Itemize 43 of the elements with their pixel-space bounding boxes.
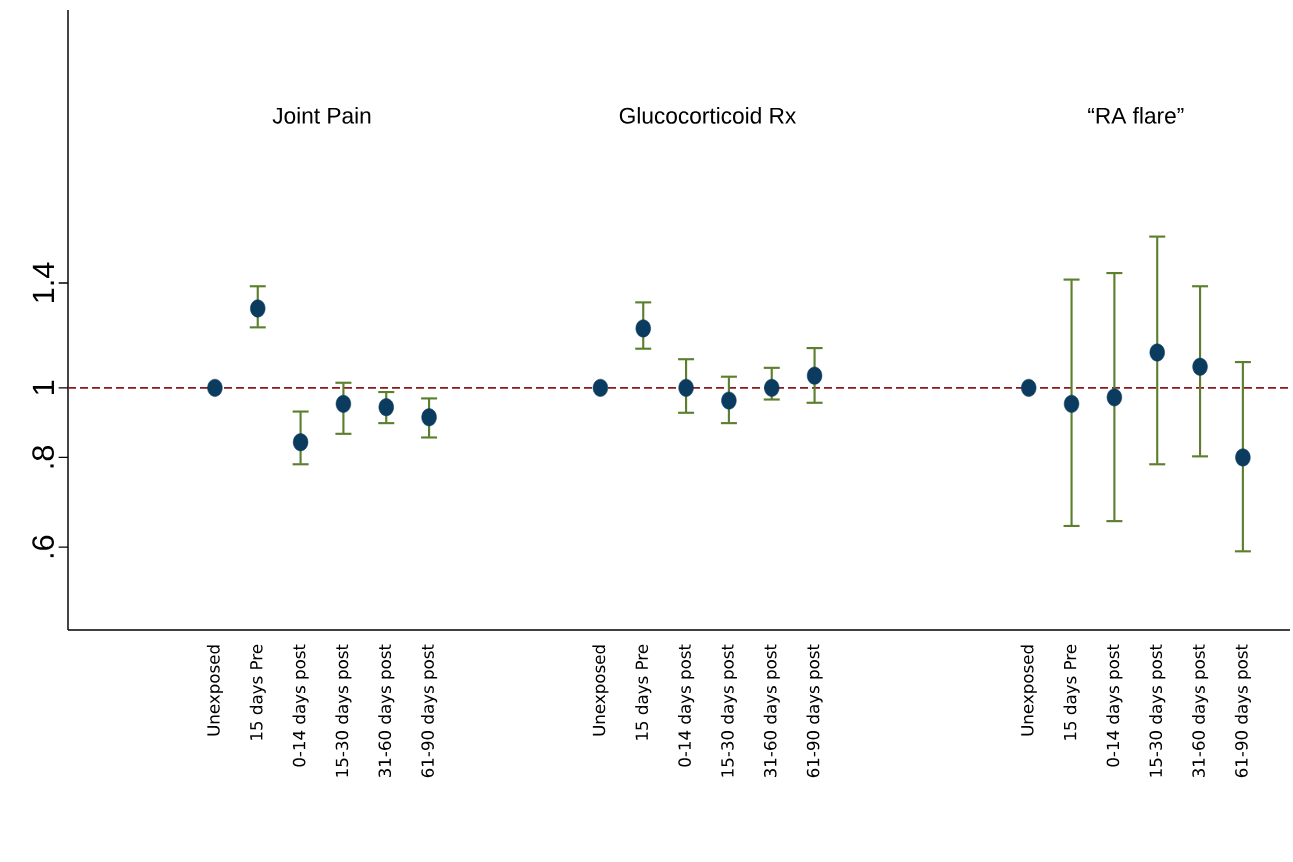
x-tick-label: 31-60 days post bbox=[378, 644, 395, 778]
point bbox=[1192, 357, 1208, 376]
point bbox=[1106, 388, 1123, 407]
point bbox=[678, 378, 694, 397]
x-tick-label: 61-90 days post bbox=[806, 644, 823, 778]
point bbox=[292, 433, 309, 452]
x-tick-label: 15 days Pre bbox=[249, 644, 266, 740]
point bbox=[806, 366, 823, 385]
annotation: Glucocorticoid Rx bbox=[619, 107, 796, 124]
point bbox=[207, 378, 223, 397]
x-tick-label: 15-30 days post bbox=[335, 644, 352, 777]
point bbox=[1021, 378, 1037, 397]
point bbox=[335, 394, 352, 413]
x-tick-label: 61-90 days post bbox=[421, 644, 438, 778]
point bbox=[1235, 448, 1251, 467]
annotation: “RA flare” bbox=[1088, 107, 1184, 124]
point bbox=[592, 378, 609, 397]
x-tick-label: 31-60 days post bbox=[1191, 644, 1209, 778]
point bbox=[1063, 394, 1080, 413]
x-tick-label: 0-14 days post bbox=[678, 644, 695, 767]
point bbox=[635, 319, 651, 338]
x-tick-label: 0-14 days post bbox=[292, 644, 309, 767]
point bbox=[1149, 343, 1165, 362]
x-tick-label: 61-90 days post bbox=[1234, 644, 1251, 778]
y-tick-label: .8 bbox=[32, 445, 54, 468]
x-tick-label: Unexposed bbox=[1020, 645, 1037, 736]
point bbox=[764, 378, 780, 397]
point bbox=[421, 408, 437, 427]
point bbox=[378, 398, 394, 417]
y-tick-label: .6 bbox=[32, 535, 54, 558]
point bbox=[250, 299, 266, 318]
x-tick-label: 31-60 days post bbox=[763, 644, 780, 778]
x-tick-label: 0-14 days post bbox=[1106, 644, 1123, 767]
x-tick-label: Unexposed bbox=[206, 645, 223, 736]
x-tick-label: 15 days Pre bbox=[635, 644, 652, 740]
x-tick-label: 15 days Pre bbox=[1063, 644, 1080, 740]
x-tick-label: Unexposed bbox=[592, 645, 609, 736]
y-tick-label: 1.4 bbox=[32, 262, 54, 302]
y-tick-label: 1 bbox=[32, 380, 54, 395]
x-tick-label: 15-30 days post bbox=[720, 644, 737, 777]
point bbox=[721, 391, 737, 410]
x-tick-label: 15-30 days post bbox=[1149, 644, 1166, 777]
annotation: Joint Pain bbox=[272, 107, 371, 124]
